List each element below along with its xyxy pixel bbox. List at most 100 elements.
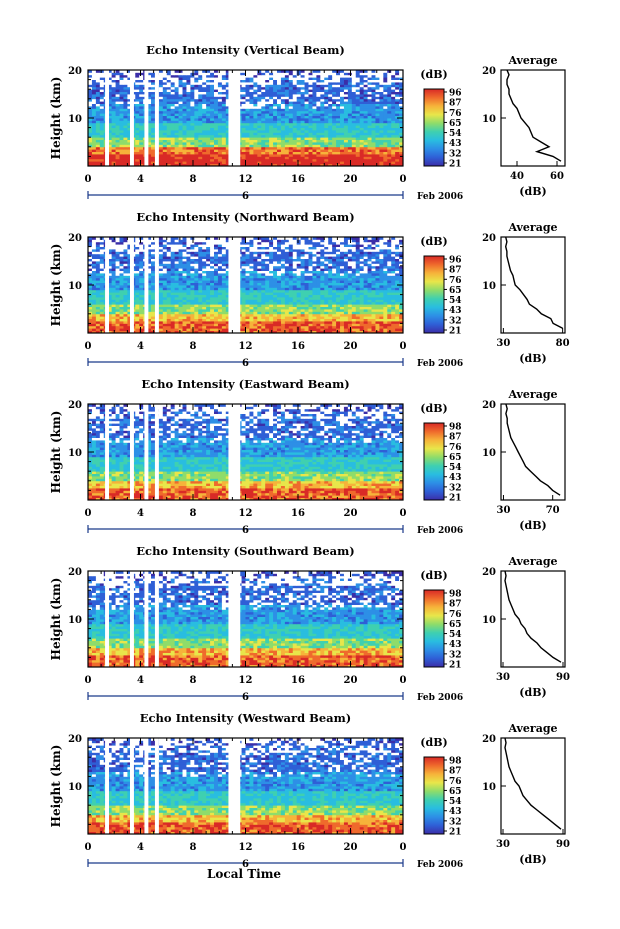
colorbar-tick-label: 87 bbox=[449, 99, 462, 109]
data-gap bbox=[154, 70, 159, 166]
data-gap bbox=[105, 738, 109, 834]
average-x-tick-label: 30 bbox=[496, 672, 510, 683]
average-y-tick-label: 10 bbox=[482, 114, 496, 125]
x-tick-label: 0 bbox=[85, 842, 92, 853]
x-tick-label: 4 bbox=[137, 842, 144, 853]
colorbar-unit: (dB) bbox=[420, 736, 447, 749]
x-tick-label: 0 bbox=[400, 675, 407, 686]
y-tick-label: 20 bbox=[68, 400, 82, 411]
colorbar-tick-label: 32 bbox=[449, 316, 462, 326]
average-frame bbox=[500, 737, 566, 835]
average-title: Average bbox=[507, 388, 557, 401]
average-frame bbox=[500, 403, 566, 501]
heatmap bbox=[88, 738, 404, 835]
y-axis-label: Height (km) bbox=[49, 77, 63, 160]
y-tick-label: 10 bbox=[68, 782, 82, 793]
data-gap bbox=[130, 404, 134, 500]
x-tick-label: 20 bbox=[344, 508, 358, 519]
x-tick-label: 8 bbox=[190, 842, 197, 853]
colorbar bbox=[423, 422, 445, 501]
colorbar bbox=[423, 88, 445, 167]
y-axis-label: Height (km) bbox=[49, 411, 63, 494]
average-x-tick-label: 30 bbox=[496, 338, 510, 349]
colorbar-tick-label: 43 bbox=[449, 807, 462, 817]
average-y-tick-label: 10 bbox=[482, 448, 496, 459]
colorbar-tick-label: 96 bbox=[449, 256, 462, 266]
heatmap bbox=[88, 404, 404, 501]
colorbar-tick-label: 98 bbox=[449, 590, 462, 600]
data-gap bbox=[105, 571, 109, 667]
day-label: 6 bbox=[242, 358, 249, 369]
colorbar-tick-label: 32 bbox=[449, 149, 462, 159]
panel-2: Echo Intensity (Northward Beam) Height (k… bbox=[49, 210, 570, 369]
data-gap bbox=[228, 738, 241, 834]
colorbar-tick-label: 43 bbox=[449, 139, 462, 149]
colorbar-tick-label: 76 bbox=[449, 443, 462, 453]
colorbar-tick-label: 98 bbox=[449, 757, 462, 767]
x-tick-label: 8 bbox=[190, 341, 197, 352]
colorbar-unit: (dB) bbox=[420, 569, 447, 582]
x-tick-label: 20 bbox=[344, 675, 358, 686]
data-gap bbox=[130, 70, 134, 166]
average-frame bbox=[500, 236, 566, 334]
data-gap bbox=[144, 738, 149, 834]
panel-title: Echo Intensity (Eastward Beam) bbox=[141, 377, 349, 391]
x-tick-label: 16 bbox=[291, 341, 305, 352]
colorbar-tick-label: 43 bbox=[449, 640, 462, 650]
colorbar-tick-label: 87 bbox=[449, 767, 462, 777]
panel-title: Echo Intensity (Northward Beam) bbox=[136, 210, 354, 224]
x-tick-label: 0 bbox=[85, 174, 92, 185]
average-x-tick-label: 30 bbox=[496, 839, 510, 850]
colorbar-tick-label: 21 bbox=[449, 828, 462, 838]
colorbar-tick-label: 87 bbox=[449, 433, 462, 443]
date-label: Feb 2006 bbox=[417, 526, 463, 536]
y-tick-label: 20 bbox=[68, 734, 82, 745]
data-gap bbox=[144, 571, 149, 667]
date-label: Feb 2006 bbox=[417, 860, 463, 870]
colorbar-tick-label: 65 bbox=[449, 119, 462, 129]
average-y-tick-label: 10 bbox=[482, 615, 496, 626]
data-gap bbox=[105, 404, 109, 500]
colorbar-unit: (dB) bbox=[420, 68, 447, 81]
x-tick-label: 4 bbox=[137, 675, 144, 686]
y-axis-label: Height (km) bbox=[49, 578, 63, 661]
y-axis-label: Height (km) bbox=[49, 244, 63, 327]
average-x-label: (dB) bbox=[519, 853, 546, 866]
day-label: 6 bbox=[242, 525, 249, 536]
x-tick-label: 4 bbox=[137, 174, 144, 185]
average-y-tick-label: 10 bbox=[482, 782, 496, 793]
average-x-label: (dB) bbox=[519, 686, 546, 699]
y-tick-label: 20 bbox=[68, 567, 82, 578]
x-tick-label: 16 bbox=[291, 508, 305, 519]
panel-1: Echo Intensity (Vertical Beam) Height (km… bbox=[49, 43, 566, 202]
panel-title: Echo Intensity (Southward Beam) bbox=[136, 544, 354, 558]
colorbar-tick-label: 65 bbox=[449, 787, 462, 797]
colorbar-tick-label: 87 bbox=[449, 266, 462, 276]
colorbar bbox=[423, 756, 445, 835]
average-profile-line bbox=[504, 570, 562, 663]
colorbar-unit: (dB) bbox=[420, 402, 447, 415]
average-x-tick-label: 30 bbox=[497, 505, 511, 516]
colorbar bbox=[423, 589, 445, 668]
average-title: Average bbox=[507, 221, 557, 234]
colorbar-tick-label: 65 bbox=[449, 286, 462, 296]
average-profile-line bbox=[506, 69, 562, 162]
colorbar-tick-label: 32 bbox=[449, 483, 462, 493]
average-frame bbox=[500, 69, 566, 167]
average-x-label: (dB) bbox=[519, 519, 546, 532]
average-x-tick-label: 90 bbox=[556, 839, 570, 850]
data-gap bbox=[144, 404, 149, 500]
colorbar-tick-label: 54 bbox=[449, 797, 462, 807]
colorbar-unit: (dB) bbox=[420, 235, 447, 248]
colorbar bbox=[423, 255, 445, 334]
x-tick-label: 12 bbox=[239, 341, 253, 352]
x-tick-label: 12 bbox=[239, 675, 253, 686]
x-tick-label: 4 bbox=[137, 508, 144, 519]
x-tick-label: 0 bbox=[85, 508, 92, 519]
data-gap bbox=[228, 70, 241, 166]
average-profile-line bbox=[504, 737, 562, 830]
x-tick-label: 0 bbox=[85, 675, 92, 686]
date-label: Feb 2006 bbox=[417, 192, 463, 202]
x-tick-label: 0 bbox=[400, 174, 407, 185]
